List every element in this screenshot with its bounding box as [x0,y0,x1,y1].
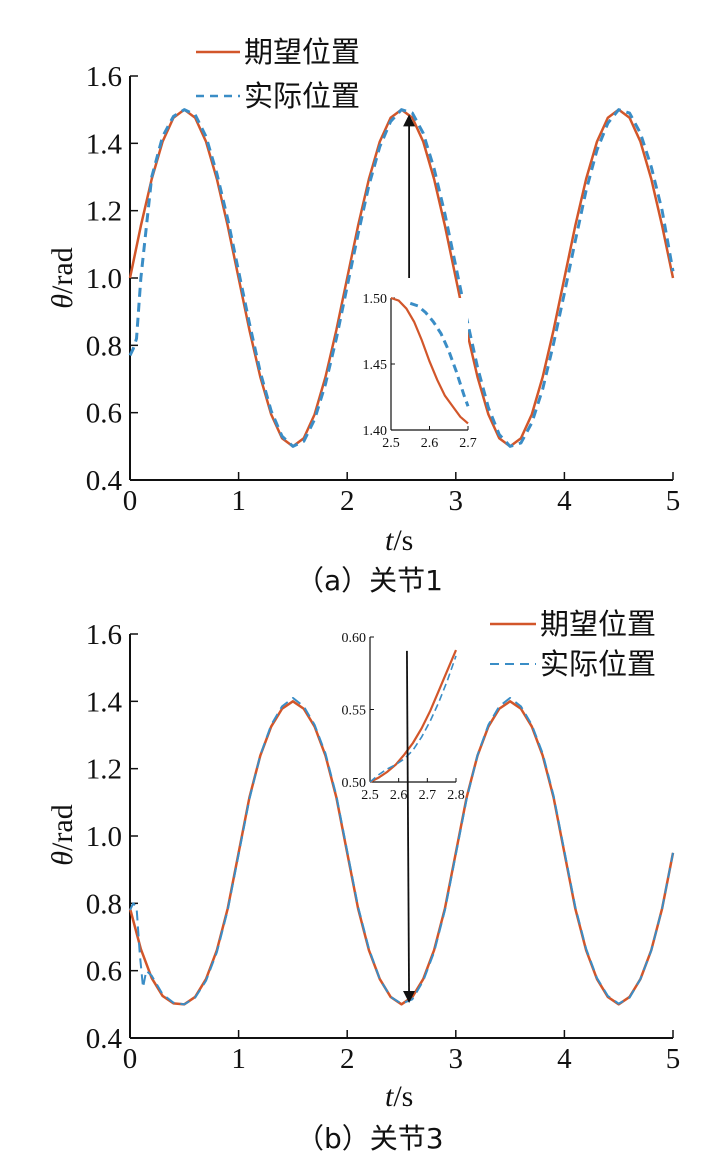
arrow-layer-b [403,650,416,1003]
legend-label-actual-b: 实际位置 [540,647,656,681]
legend-label-desired-a: 期望位置 [244,35,360,69]
x-tick-label-b: 3 [449,1043,464,1075]
x-tick-label-a: 2 [340,485,355,517]
inset-x-tick-label-b: 2.6 [390,788,408,803]
inset-b: 2.5 2.6 2.7 2.8 0.50 0.55 0.60 [342,631,465,803]
y-tick-label-b: 1.6 [86,619,122,651]
x-tick-label-b: 0 [123,1043,138,1075]
axes-a: 0 1 2 3 4 5 0.4 0.6 0.8 1.0 1.2 1.4 1.6 [86,61,681,517]
inset-x-tick-label-b: 2.8 [447,788,465,803]
inset-desired-line-b [369,649,458,783]
inset-x-tick-label-a: 2.5 [382,436,400,451]
legend-a: 期望位置 实际位置 [196,35,360,113]
x-tick-label-a: 5 [666,485,681,517]
x-tick-label-a: 1 [231,485,246,517]
x-tick-label-a: 3 [449,485,464,517]
series-layer-a [128,108,675,448]
caption-b: （b）关节3 [296,1122,444,1155]
inset-x-tick-label-b: 2.5 [361,788,379,803]
y-tick-label-b: 1.0 [86,821,122,853]
y-tick-label-a: 0.8 [86,330,122,362]
inset-x-tick-label-a: 2.7 [459,436,477,451]
inset-actual-line-a [409,301,470,407]
y-tick-label-b: 0.8 [86,888,122,920]
legend-label-actual-a: 实际位置 [244,79,360,113]
x-axis-label-b: t/s [385,1080,413,1113]
y-tick-label-a: 1.6 [86,61,122,93]
x-tick-label-a: 4 [557,485,572,517]
x-tick-label-b: 1 [231,1043,246,1075]
inset-actual-line-b [369,655,457,783]
y-tick-label-a: 0.6 [86,398,122,430]
inset-y-tick-label-a: 1.45 [363,358,388,373]
legend-b: 期望位置 实际位置 [490,607,656,681]
y-tick-label-a: 1.4 [86,128,123,160]
inset-a: 2.5 2.6 2.7 1.40 1.45 1.50 [363,292,477,451]
y-tick-label-a: 1.0 [86,263,122,295]
y-axis-label-a: θ/rad [46,247,79,308]
zoom-arrow-b [403,650,416,1003]
y-axis-label-b: θ/rad [46,804,79,865]
x-tick-label-b: 4 [557,1043,572,1075]
y-tick-label-b: 0.6 [86,956,122,988]
series-layer-b [128,696,675,1006]
x-tick-label-b: 2 [340,1043,355,1075]
chart-panel-b: 0 1 2 3 4 5 0.4 0.6 0.8 1.0 1.2 1.4 1.6 2.5 2.6 2.7 2.8… [46,607,680,1155]
y-tick-label-a: 0.4 [86,465,123,497]
series-actual-line-b [129,696,674,1006]
inset-y-tick-label-b: 0.55 [342,704,367,719]
inset-y-tick-label-a: 1.50 [363,292,388,307]
inset-x-tick-label-b: 2.7 [419,788,437,803]
y-tick-label-a: 1.2 [86,196,122,228]
chart-panel-a: 0 1 2 3 4 5 0.4 0.6 0.8 1.0 1.2 1.4 1.6 2.5 2.6 2.7 1.4… [46,35,680,597]
inset-background-b [370,637,456,782]
caption-a: （a）关节1 [296,564,443,597]
x-tick-label-b: 5 [666,1043,681,1075]
y-tick-label-b: 1.2 [86,754,122,786]
y-tick-label-b: 1.4 [86,686,123,718]
inset-y-tick-label-a: 1.40 [363,424,388,439]
y-tick-label-b: 0.4 [86,1023,123,1055]
inset-desired-line-a [390,296,469,425]
x-tick-label-a: 0 [123,485,138,517]
inset-y-tick-label-b: 0.50 [342,776,367,791]
series-actual-line-a [128,108,675,448]
x-axis-label-a: t/s [385,524,413,557]
axes-b: 0 1 2 3 4 5 0.4 0.6 0.8 1.0 1.2 1.4 1.6 [86,619,681,1075]
inset-y-tick-label-b: 0.60 [342,631,367,646]
inset-x-tick-label-a: 2.6 [421,436,439,451]
legend-label-desired-b: 期望位置 [540,607,656,641]
